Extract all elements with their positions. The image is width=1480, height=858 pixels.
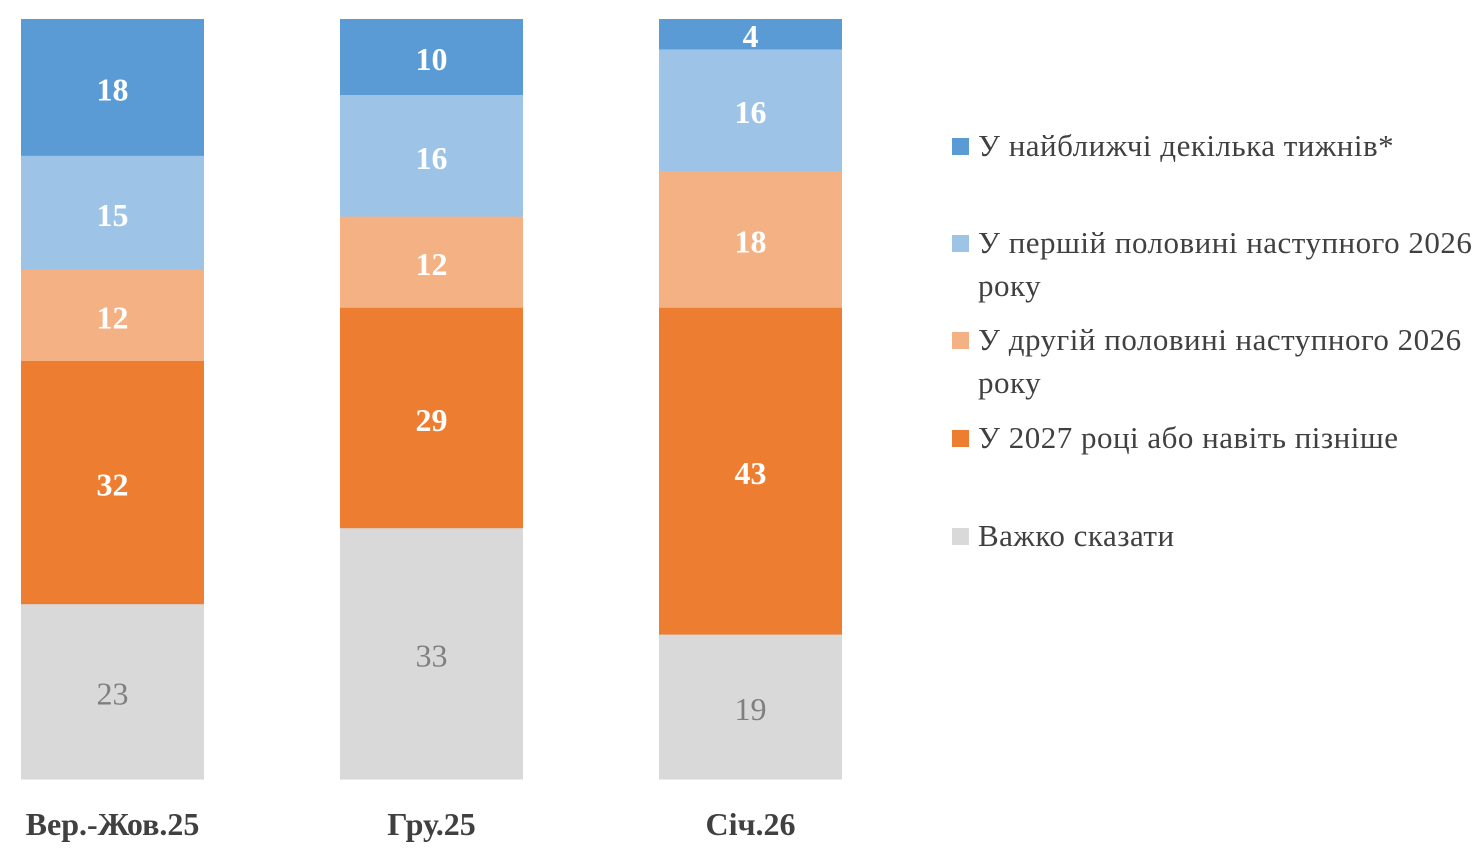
bar-segment xyxy=(659,634,842,780)
category-label: Гру.25 xyxy=(387,806,476,842)
bar-segment xyxy=(659,307,842,636)
legend-swatch xyxy=(952,235,969,252)
data-label: 33 xyxy=(416,638,448,674)
data-label: 16 xyxy=(416,140,448,176)
bar-segment xyxy=(659,171,842,309)
category-label: Вер.-Жов.25 xyxy=(26,806,200,842)
bar-segment xyxy=(340,307,523,529)
legend-swatch xyxy=(952,430,969,447)
bar-segment xyxy=(21,19,204,157)
legend-swatch xyxy=(952,528,969,545)
data-label: 19 xyxy=(735,691,767,727)
data-label: 43 xyxy=(735,455,767,491)
legend-label: У 2027 році або навіть пізніше xyxy=(978,420,1399,455)
data-label: 32 xyxy=(97,467,129,503)
data-label: 4 xyxy=(743,18,759,54)
data-label: 10 xyxy=(416,41,448,77)
data-label: 29 xyxy=(416,402,448,438)
legend-label: У другій половині наступного 2026 року xyxy=(978,322,1462,400)
bar-segment xyxy=(21,604,204,780)
data-label: 23 xyxy=(97,676,129,712)
stacked-bar-chart: 18 15 12 32 23 Вер.-Жов.25 10 16 12 29 33 Гру.25 4 16… xyxy=(21,18,842,842)
bar-segment xyxy=(340,216,523,309)
bar-segment xyxy=(659,19,842,50)
bar-segment xyxy=(659,49,842,172)
bar-segment xyxy=(340,19,523,96)
legend-label: Важко сказати xyxy=(978,518,1175,553)
data-label: 12 xyxy=(97,299,129,335)
data-label: 12 xyxy=(416,246,448,282)
legend-label: У найближчі декілька тижнів* xyxy=(978,128,1395,163)
data-label: 18 xyxy=(735,223,767,259)
data-label: 18 xyxy=(97,71,129,107)
bar-segment xyxy=(340,528,523,780)
bar-segment xyxy=(21,269,204,362)
legend-label: У першій половині наступного 2026 року xyxy=(978,225,1473,303)
data-label: 16 xyxy=(735,94,767,130)
legend-swatch xyxy=(952,332,969,349)
bar-segment xyxy=(340,95,523,218)
legend-swatch xyxy=(952,138,969,155)
category-label: Січ.26 xyxy=(705,806,795,842)
data-label: 15 xyxy=(97,197,129,233)
bar-segment xyxy=(21,155,204,271)
bar-segment xyxy=(21,361,204,605)
